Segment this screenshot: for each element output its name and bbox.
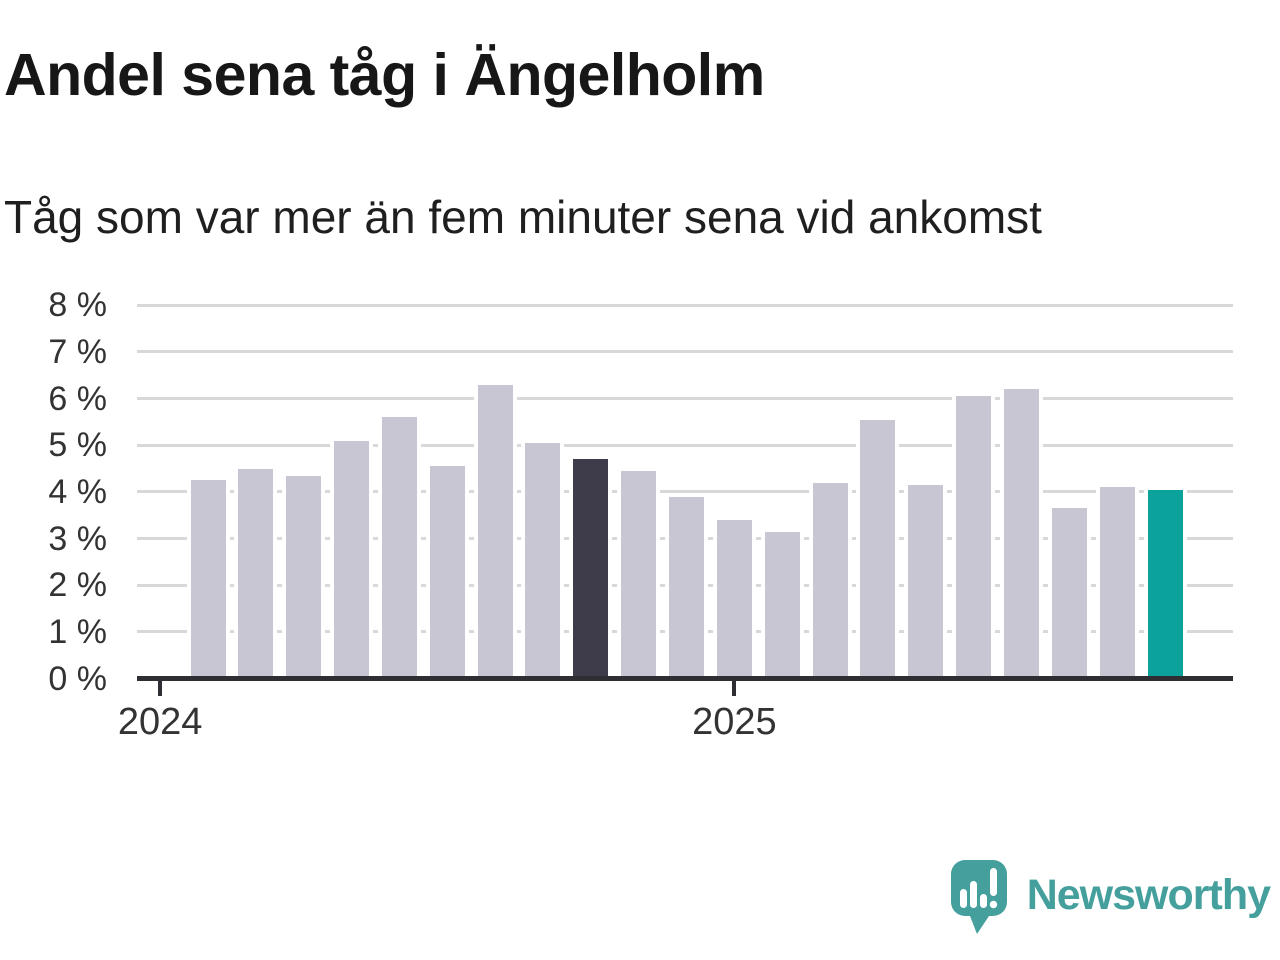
- bar: [238, 468, 274, 679]
- y-axis-label: 1 %: [48, 612, 107, 651]
- bar: [716, 519, 752, 679]
- y-axis-label: 5 %: [48, 426, 107, 465]
- newsworthy-logo-icon: [950, 860, 1007, 934]
- bar: [429, 466, 465, 679]
- y-axis-label: 4 %: [48, 472, 107, 511]
- bar: [956, 396, 992, 679]
- y-axis-label: 7 %: [48, 332, 107, 371]
- x-axis-line: [137, 676, 1233, 681]
- y-axis-label: 2 %: [48, 566, 107, 605]
- y-axis-label: 6 %: [48, 379, 107, 418]
- bar: [908, 484, 944, 679]
- grid-line: [137, 490, 1233, 494]
- y-axis-label: 3 %: [48, 519, 107, 558]
- bar: [334, 440, 370, 679]
- x-axis-tick: [732, 681, 737, 696]
- bar: [1051, 508, 1087, 679]
- bar: [190, 480, 226, 679]
- y-axis-label: 0 %: [48, 659, 107, 698]
- bar: [764, 531, 800, 679]
- bar: [621, 470, 657, 679]
- x-axis-label: 2024: [117, 701, 203, 743]
- x-axis-label: 2025: [692, 701, 777, 743]
- chart-subtitle: Tåg som var mer än fem minuter sena vid …: [4, 191, 1042, 243]
- grid-line: [137, 397, 1233, 401]
- bar: [477, 384, 513, 679]
- bar-highlight-previous-year: [573, 459, 609, 679]
- bar: [525, 442, 561, 679]
- bar: [381, 417, 417, 679]
- bar: [669, 496, 704, 679]
- chart-title: Andel sena tåg i Ängelholm: [4, 42, 765, 108]
- bar: [860, 419, 896, 679]
- newsworthy-logo: Newsworthy: [950, 860, 1271, 936]
- bar: [1099, 487, 1135, 679]
- bar: [1003, 389, 1039, 679]
- grid-line: [137, 303, 1233, 307]
- x-axis-tick: [158, 681, 163, 696]
- bar: [286, 475, 322, 679]
- grid-line: [137, 350, 1233, 354]
- grid-line: [137, 443, 1233, 447]
- bar-highlight-current: [1147, 489, 1183, 679]
- y-axis-label: 8 %: [48, 286, 107, 325]
- bar: [812, 482, 848, 679]
- newsworthy-logo-text: Newsworthy: [1026, 870, 1271, 919]
